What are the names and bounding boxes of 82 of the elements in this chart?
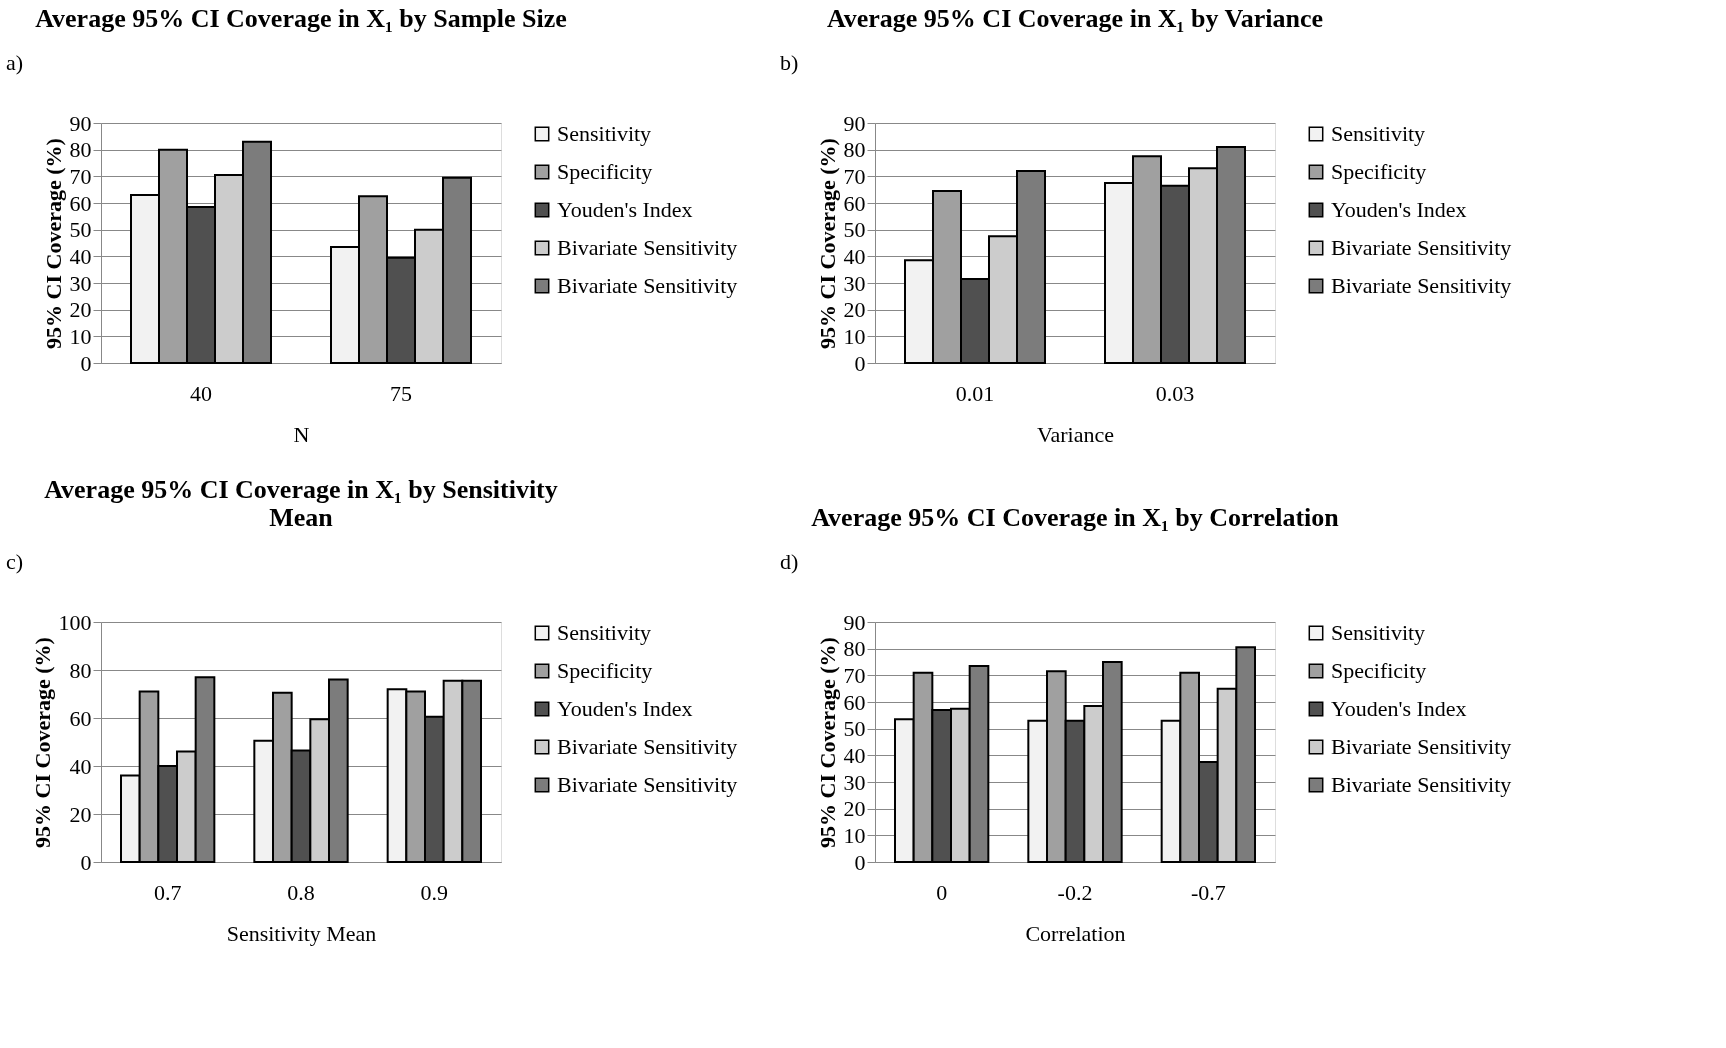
y-tick-label: 60 (843, 689, 866, 715)
y-tick-label: 100 (58, 609, 92, 635)
text: b) (780, 50, 799, 75)
y-tick-label: 80 (69, 657, 92, 683)
x-tick-label: 40 (190, 380, 212, 406)
text: a) (6, 50, 24, 75)
x-tick-label: 0.03 (1155, 380, 1195, 406)
legend-label: Youden's Index (557, 696, 693, 721)
x-axis-title: Correlation (1025, 920, 1126, 946)
y-tick-label: 50 (69, 217, 92, 243)
legend-label: Bivariate Sensitivity (1331, 772, 1512, 797)
y-tick-label: 10 (69, 323, 92, 349)
x-axis-title: N (293, 421, 310, 447)
legend-label: Specificity (1331, 658, 1427, 683)
y-tick-label: 90 (843, 609, 866, 635)
y-tick-label: 30 (843, 769, 866, 795)
y-tick-label: 70 (69, 163, 92, 189)
x-tick-label: 0.01 (955, 380, 995, 406)
legend-label: Bivariate Sensitivity (557, 734, 738, 759)
y-tick-label: 60 (843, 190, 866, 216)
legend-label: Bivariate Sensitivity (557, 772, 738, 797)
x-tick-label: 0.9 (420, 879, 449, 905)
y-axis-title: 95% CI Coverage (%) (40, 138, 66, 349)
y-tick-label: 40 (843, 243, 866, 269)
x-tick-label: -0.7 (1190, 879, 1226, 905)
y-tick-label: 20 (69, 297, 92, 323)
x-tick-label: 0.8 (287, 879, 315, 905)
y-tick-label: 20 (843, 297, 866, 323)
x-axis-title: Sensitivity Mean (226, 920, 377, 946)
legend-label: Youden's Index (1331, 197, 1467, 222)
legend-label: Sensitivity (1331, 121, 1426, 146)
legend-label: Bivariate Sensitivity (1331, 734, 1512, 759)
y-axis-title: 95% CI Coverage (%) (814, 138, 840, 349)
y-tick-label: 90 (69, 110, 92, 136)
y-tick-label: 80 (843, 636, 866, 662)
chart-title: Average 95% CI Coverage in X₁ by Variance (826, 4, 1324, 33)
legend-label: Bivariate Sensitivity (1331, 235, 1512, 260)
chart-title: Average 95% CI Coverage in X₁ by Sample Size (35, 4, 567, 33)
text: c) (6, 549, 24, 574)
y-tick-label: 60 (69, 705, 92, 731)
y-tick-label: 0 (854, 350, 866, 376)
y-tick-label: 20 (843, 796, 866, 822)
x-tick-label: -0.2 (1057, 879, 1093, 905)
y-tick-label: 0 (80, 849, 92, 875)
legend-label: Bivariate Sensitivity (557, 235, 738, 260)
x-axis-title: Variance (1037, 421, 1114, 447)
y-tick-label: 90 (843, 110, 866, 136)
y-tick-label: 50 (843, 716, 866, 742)
y-tick-label: 80 (843, 137, 866, 163)
y-tick-label: 20 (69, 801, 92, 827)
y-tick-label: 30 (69, 270, 92, 296)
y-tick-label: 40 (69, 753, 92, 779)
x-tick-label: 75 (390, 380, 412, 406)
legend-label: Bivariate Sensitivity (557, 273, 738, 298)
y-tick-label: 0 (80, 350, 92, 376)
y-tick-label: 70 (843, 662, 866, 688)
y-tick-label: 40 (843, 742, 866, 768)
x-tick-label: 0 (936, 879, 948, 905)
y-tick-label: 50 (843, 217, 866, 243)
chart-title: Average 95% CI Coverage in X₁ by Correlation (811, 503, 1340, 532)
legend-label: Sensitivity (1331, 620, 1426, 645)
y-tick-label: 0 (854, 849, 866, 875)
legend-label: Bivariate Sensitivity (1331, 273, 1512, 298)
y-tick-label: 40 (69, 243, 92, 269)
y-axis-title: 95% CI Coverage (%) (814, 637, 840, 848)
x-tick-label: 0.7 (153, 879, 182, 905)
y-tick-label: 80 (69, 137, 92, 163)
y-tick-label: 30 (843, 270, 866, 296)
y-tick-label: 70 (843, 163, 866, 189)
y-tick-label: 60 (69, 190, 92, 216)
legend-label: Youden's Index (557, 197, 693, 222)
chart-title: Average 95% CI Coverage in X₁ by Sensitivity Mean (44, 475, 558, 532)
y-tick-label: 10 (843, 323, 866, 349)
legend-label: Specificity (557, 159, 653, 184)
y-tick-label: 10 (843, 822, 866, 848)
legend-label: Specificity (1331, 159, 1427, 184)
legend-label: Sensitivity (557, 121, 652, 146)
y-axis-title: 95% CI Coverage (%) (29, 637, 55, 848)
legend-label: Youden's Index (1331, 696, 1467, 721)
legend-label: Specificity (557, 658, 653, 683)
text: d) (780, 549, 799, 574)
legend-label: Sensitivity (557, 620, 652, 645)
